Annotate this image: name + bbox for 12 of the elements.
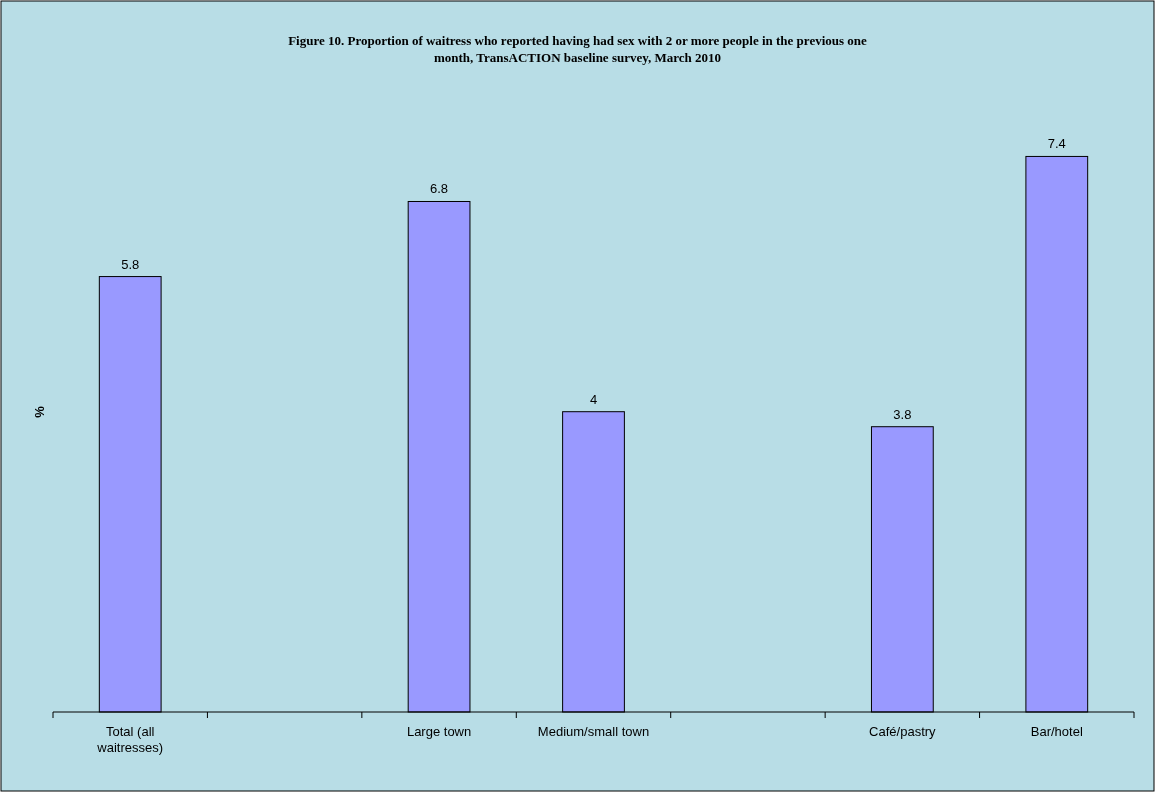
- data-label: 5.8: [121, 256, 140, 272]
- x-tick-label: Medium/small town: [537, 724, 650, 739]
- data-label: 6.8: [430, 181, 449, 197]
- x-tick-label: Large town: [406, 724, 472, 739]
- chart-title: Figure 10. Proportion of waitress who reported having had sex with 2 or more people in the previous one month, TransACTION baseline survey, March 2010: [288, 33, 868, 65]
- data-label: 4: [589, 391, 598, 407]
- x-tick-label: Bar/hotel: [1030, 724, 1083, 739]
- data-label: 3.8: [893, 406, 912, 422]
- x-tick-label: Total (all waitresses): [96, 724, 164, 755]
- y-axis-title: %: [32, 405, 47, 418]
- x-tick-label: Café/pastry: [869, 724, 937, 739]
- data-label: 7.4: [1047, 136, 1066, 152]
